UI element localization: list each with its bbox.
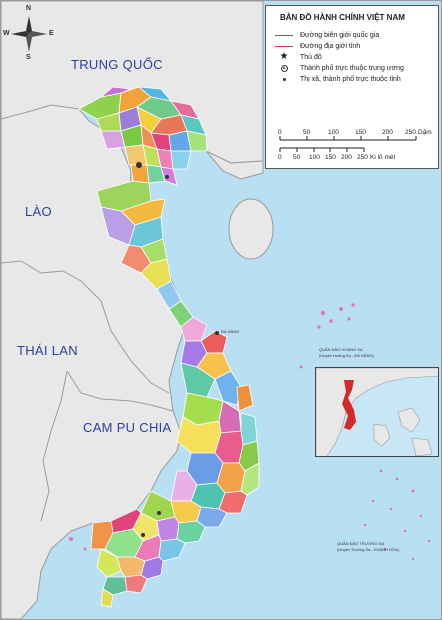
national-border-line-icon <box>275 34 293 36</box>
legend-national-border: Đường biên giới quốc gia <box>274 30 379 40</box>
inset-map <box>316 368 438 456</box>
city-marker <box>165 175 169 179</box>
map-legend: BẢN ĐỒ HÀNH CHÍNH VIỆT NAM Đường biên gi… <box>265 5 439 169</box>
star-icon: ★ <box>279 51 289 62</box>
china-coast <box>205 150 264 180</box>
legend-title: BẢN ĐỒ HÀNH CHÍNH VIỆT NAM <box>280 13 405 22</box>
border-cambodia-south <box>40 370 68 522</box>
island-hainan <box>228 198 274 260</box>
label-hoang-sa: QUẦN ĐẢO HOÀNG SA <box>319 347 363 352</box>
legend-central-city: Thành phố trực thuộc trung ương <box>274 63 404 73</box>
vietnam-provinces[interactable] <box>78 86 260 608</box>
legend-capital: ★ Thủ đô <box>279 51 322 62</box>
compass-east: E <box>49 30 54 37</box>
label-laos: LÀO <box>25 204 52 219</box>
scale-mile-tick: 100 <box>328 129 339 136</box>
border-thailand-cambodia <box>66 370 174 412</box>
locator-inset[interactable] <box>315 367 439 457</box>
label-china: TRUNG QUỐC <box>71 57 163 72</box>
label-cambodia: CAM PU CHIA <box>83 420 172 435</box>
label-truong-sa: QUẦN ĐẢO TRƯỜNG SA <box>337 541 384 546</box>
label-thailand: THÁI LAN <box>17 343 78 358</box>
dot-icon <box>282 77 286 81</box>
scale-mile-tick: 250 <box>405 129 416 136</box>
scale-km-tick: 50 <box>293 154 301 161</box>
scale-km-tick: 0 <box>278 154 282 161</box>
inset-vietnam-highlight <box>342 380 356 430</box>
compass-rose <box>11 16 47 52</box>
compass-south: S <box>26 54 31 61</box>
truong-sa-islands <box>363 469 431 561</box>
provincial-border-line-icon <box>275 45 293 47</box>
ring-dot-icon <box>280 64 288 72</box>
scale-mile-unit: Dặm <box>418 129 432 136</box>
compass-west: W <box>3 30 10 37</box>
capital-marker <box>136 162 142 168</box>
scale-bar <box>279 136 417 152</box>
scale-mile-tick: 50 <box>303 129 311 136</box>
city-marker <box>141 533 145 537</box>
border-laos-thailand <box>1 260 170 394</box>
legend-provincial-city: Thị xã, thành phố trực thuộc tỉnh <box>274 74 401 84</box>
small-islands <box>69 365 303 551</box>
scale-mile-tick: 150 <box>355 129 366 136</box>
label-da-nang: ĐÀ NẴNG <box>221 329 240 334</box>
legend-provincial-border: Đường địa giới tỉnh <box>274 41 360 51</box>
hoang-sa-islands <box>317 303 355 329</box>
scale-km-tick: 250 <box>357 154 368 161</box>
city-marker <box>215 331 219 335</box>
scale-mile-tick: 200 <box>382 129 393 136</box>
scale-mile-tick: 0 <box>278 129 282 136</box>
scale-km-tick: 150 <box>325 154 336 161</box>
label-hoang-sa-sub: (Huyện Hoàng Sa - ĐÀ NẴNG) <box>319 353 374 358</box>
city-marker <box>157 511 161 515</box>
border-china-laos <box>1 104 80 120</box>
compass-north: N <box>26 5 32 12</box>
scale-km-tick: 100 <box>309 154 320 161</box>
label-truong-sa-sub: (Huyện Trường Sa - KHÁNH HÒA) <box>337 547 399 552</box>
scale-km-unit: Ki lô mét <box>370 154 396 161</box>
scale-km-tick: 200 <box>341 154 352 161</box>
